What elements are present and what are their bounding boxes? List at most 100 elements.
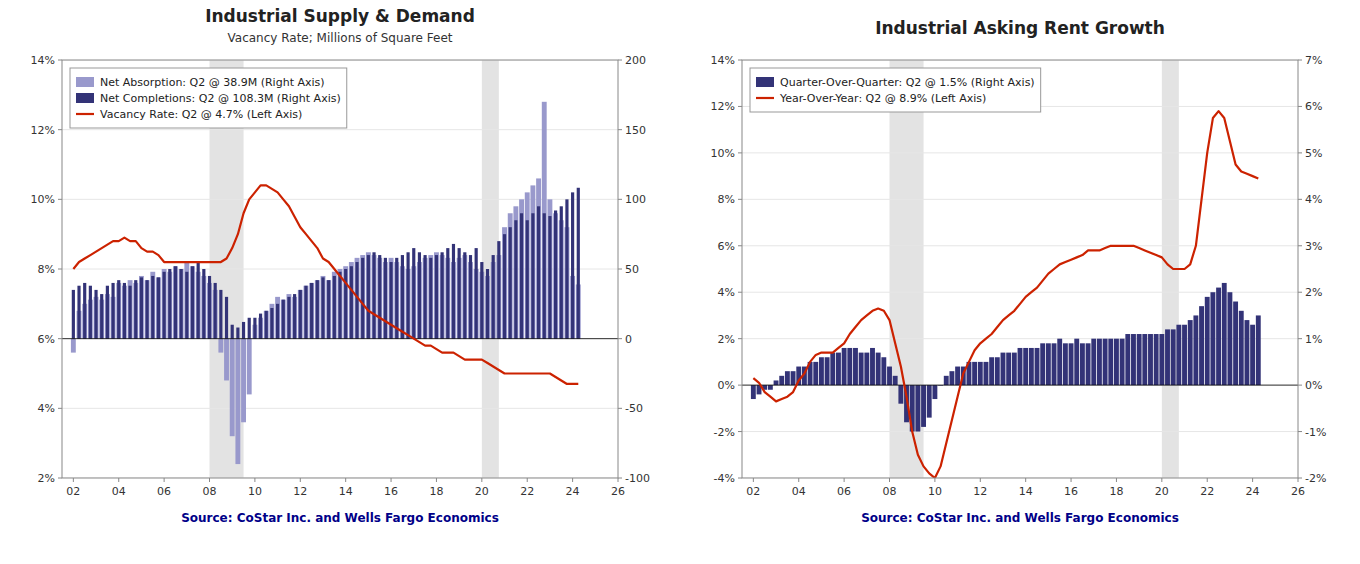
bar	[932, 385, 937, 399]
bar	[428, 255, 433, 339]
x-tick	[391, 478, 392, 482]
bar	[287, 297, 290, 339]
bar	[286, 294, 291, 339]
bar	[1080, 343, 1085, 385]
bar	[281, 300, 286, 339]
y2-tick-label: 7%	[1305, 54, 1322, 67]
bar	[1001, 353, 1006, 386]
x-tick-label: 04	[112, 485, 126, 498]
y-tick	[58, 199, 62, 200]
bar	[321, 277, 324, 338]
line	[73, 185, 578, 384]
bar	[1029, 348, 1034, 385]
bar	[1063, 343, 1068, 385]
x-tick-label: 10	[248, 485, 262, 498]
bar	[548, 216, 551, 339]
y2-tick	[618, 60, 622, 61]
bar	[525, 192, 530, 338]
x-tick	[300, 478, 301, 482]
bar	[1142, 334, 1147, 385]
bar	[218, 339, 223, 353]
bar	[1120, 339, 1125, 385]
bar	[577, 188, 580, 339]
y2-tick-label: 0	[625, 333, 632, 346]
bar	[1199, 306, 1204, 385]
y-tick-label: 4%	[718, 286, 735, 299]
bar	[231, 325, 234, 339]
x-tick	[844, 478, 845, 482]
bar	[332, 272, 337, 339]
bar	[1188, 320, 1193, 385]
bar	[1052, 343, 1057, 385]
bar	[219, 290, 222, 339]
bar	[519, 199, 524, 338]
y-tick-label: 14%	[31, 54, 55, 67]
y-tick-label: 8%	[718, 193, 735, 206]
legend-label: Net Absorption: Q2 @ 38.9M (Right Axis)	[100, 76, 325, 89]
x-tick	[118, 478, 119, 482]
bar	[1023, 348, 1028, 385]
bar	[513, 206, 518, 338]
x-tick-label: 20	[1155, 485, 1169, 498]
bar	[543, 213, 546, 338]
y-tick-label: 4%	[38, 402, 55, 415]
y2-tick	[1298, 60, 1302, 61]
x-tick-label: 18	[1109, 485, 1123, 498]
bar	[893, 376, 898, 385]
bar	[514, 220, 517, 338]
x-tick	[481, 478, 482, 482]
bar	[779, 376, 784, 385]
bar	[156, 277, 161, 338]
bar	[225, 297, 228, 339]
bar	[452, 244, 455, 339]
bar	[915, 385, 920, 431]
legend-swatch	[76, 113, 94, 115]
bar	[77, 286, 80, 339]
x-tick	[209, 478, 210, 482]
x-tick	[1071, 478, 1072, 482]
y2-tick-label: 2%	[1305, 286, 1322, 299]
bar	[830, 353, 835, 386]
bar	[785, 371, 790, 385]
bar	[1154, 334, 1159, 385]
bar	[1012, 353, 1017, 386]
bar	[842, 348, 847, 385]
bar	[327, 280, 330, 339]
bar	[309, 283, 314, 339]
zero-line	[742, 385, 1298, 386]
bar	[174, 266, 177, 338]
x-tick-label: 26	[1291, 485, 1305, 498]
x-tick-label: 02	[66, 485, 80, 498]
bar	[1074, 339, 1079, 385]
bar	[236, 328, 239, 339]
plot-area	[742, 60, 1298, 478]
y2-tick	[1298, 245, 1302, 246]
x-tick	[980, 478, 981, 482]
y2-tick	[618, 199, 622, 200]
bar	[791, 371, 796, 385]
bar	[355, 262, 358, 339]
bar	[162, 269, 167, 339]
x-tick	[164, 478, 165, 482]
legend-label: Vacancy Rate: Q2 @ 4.7% (Left Axis)	[100, 108, 302, 121]
bar	[825, 357, 830, 385]
bar	[304, 286, 309, 339]
bar	[163, 272, 166, 339]
bar	[1125, 334, 1130, 385]
bar	[1086, 343, 1091, 385]
bar	[520, 213, 523, 338]
y2-tick	[1298, 385, 1302, 386]
bar	[197, 262, 200, 339]
bar	[184, 262, 189, 339]
y2-tick	[618, 338, 622, 339]
grid-line	[742, 199, 1298, 200]
y2-tick	[618, 129, 622, 130]
bar	[547, 199, 552, 338]
bar	[344, 269, 347, 339]
bar	[247, 339, 252, 395]
bar-series	[71, 102, 581, 464]
bar	[298, 290, 303, 339]
bar	[1057, 339, 1062, 385]
bar	[560, 206, 563, 338]
bar	[978, 362, 983, 385]
